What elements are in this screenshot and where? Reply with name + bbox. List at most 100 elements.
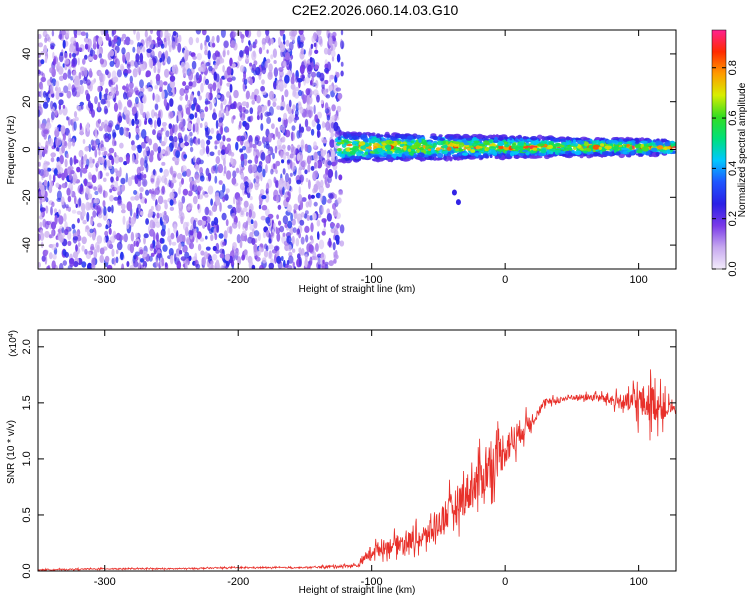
heatmap-cell [439, 137, 445, 141]
heatmap-cell [131, 106, 137, 114]
heatmap-cell [334, 40, 338, 48]
heatmap-cell [315, 79, 319, 89]
heatmap-cell [243, 158, 248, 167]
heatmap-cell [77, 242, 81, 247]
heatmap-cell [182, 234, 186, 244]
heatmap-cell [243, 249, 248, 256]
heatmap-cell [201, 256, 206, 266]
heatmap-cell [615, 151, 621, 156]
heatmap-cell [151, 50, 155, 56]
heatmap-cell [220, 149, 226, 156]
heatmap-cell [104, 108, 109, 114]
heatmap-cell [295, 86, 300, 92]
heatmap-cell [266, 116, 271, 124]
heatmap-cell [139, 45, 144, 54]
heatmap-cell [140, 157, 145, 167]
heatmap-cell [220, 30, 226, 38]
heatmap-cell [319, 193, 323, 202]
heatmap-cell [335, 139, 342, 143]
heatmap-cell [162, 244, 168, 252]
heatmap-cell [142, 149, 147, 158]
heatmap-cell [210, 234, 214, 242]
heatmap-cell [554, 142, 561, 147]
heatmap-cell [403, 145, 407, 151]
heatmap-cell [148, 208, 153, 218]
heatmap-cell [211, 35, 215, 43]
heatmap-cell [565, 136, 571, 141]
heatmap-cell [61, 183, 68, 189]
heatmap-cell [119, 126, 124, 136]
heatmap-cell [75, 231, 79, 236]
heatmap-cell [540, 148, 547, 154]
heatmap-cell [279, 225, 285, 233]
heatmap-cell [102, 200, 106, 208]
heatmap-cell [320, 99, 324, 105]
heatmap-cell [129, 60, 135, 67]
heatmap-cell [315, 192, 321, 199]
heatmap-cell [239, 111, 243, 118]
heatmap-cell [230, 40, 236, 48]
heatmap-cell [64, 58, 70, 65]
heatmap-cell [99, 58, 104, 65]
heatmap-cell [304, 76, 310, 84]
heatmap-cell [322, 259, 325, 264]
heatmap-cell [333, 258, 337, 264]
heatmap-cell [340, 61, 344, 67]
heatmap-cell [296, 78, 303, 83]
heatmap-cell [169, 111, 175, 119]
heatmap-cell [100, 98, 106, 105]
heatmap-cell [313, 256, 319, 261]
heatmap-cell [218, 233, 224, 239]
heatmap-cell [129, 81, 134, 89]
heatmap-cell [300, 236, 305, 245]
heatmap-cell [161, 211, 165, 222]
heatmap-cell [140, 171, 144, 181]
heatmap-cell [146, 36, 151, 42]
heatmap-cell [510, 145, 518, 149]
heatmap-cell [486, 147, 490, 151]
heatmap-cell [316, 129, 320, 138]
x-tick-label: 100 [629, 274, 647, 286]
heatmap-cell [76, 104, 80, 110]
heatmap-cell [59, 234, 64, 243]
heatmap-cell [40, 85, 44, 90]
heatmap-cell [84, 248, 88, 255]
heatmap-cell [200, 82, 204, 93]
heatmap-cell [222, 183, 226, 193]
heatmap-cell [458, 142, 465, 148]
heatmap-cell [226, 77, 233, 83]
heatmap-cell [55, 147, 60, 152]
heatmap-cell [80, 66, 86, 71]
heatmap-cell [210, 165, 216, 174]
heatmap-cell [328, 36, 333, 46]
heatmap-cell [409, 151, 414, 156]
heatmap-cell [136, 166, 141, 176]
heatmap-cell [71, 209, 77, 214]
heatmap-cell [445, 134, 450, 138]
heatmap-cell [394, 150, 401, 154]
heatmap-cell [316, 94, 320, 103]
heatmap-cell [131, 175, 136, 180]
heatmap-cell [360, 134, 368, 139]
spectrogram-heatmap [38, 30, 676, 269]
heatmap-cell [222, 50, 226, 58]
heatmap-cell [191, 81, 197, 88]
heatmap-cell [318, 239, 325, 250]
heatmap-cell [327, 160, 332, 166]
heatmap-cell [328, 84, 333, 92]
heatmap-cell [152, 92, 155, 101]
heatmap-cell [167, 91, 173, 97]
heatmap-cell [148, 189, 152, 194]
heatmap-cell [83, 178, 88, 187]
heatmap-cell [351, 140, 358, 144]
heatmap-cell [44, 144, 49, 155]
heatmap-cell [152, 169, 156, 176]
heatmap-cell [449, 142, 453, 147]
heatmap-cell [321, 205, 324, 214]
heatmap-cell [75, 244, 78, 252]
heatmap-cell [80, 31, 86, 36]
heatmap-cell [89, 49, 96, 56]
heatmap-cell [281, 124, 286, 134]
heatmap-cell [418, 137, 422, 144]
heatmap-cell [187, 202, 193, 210]
